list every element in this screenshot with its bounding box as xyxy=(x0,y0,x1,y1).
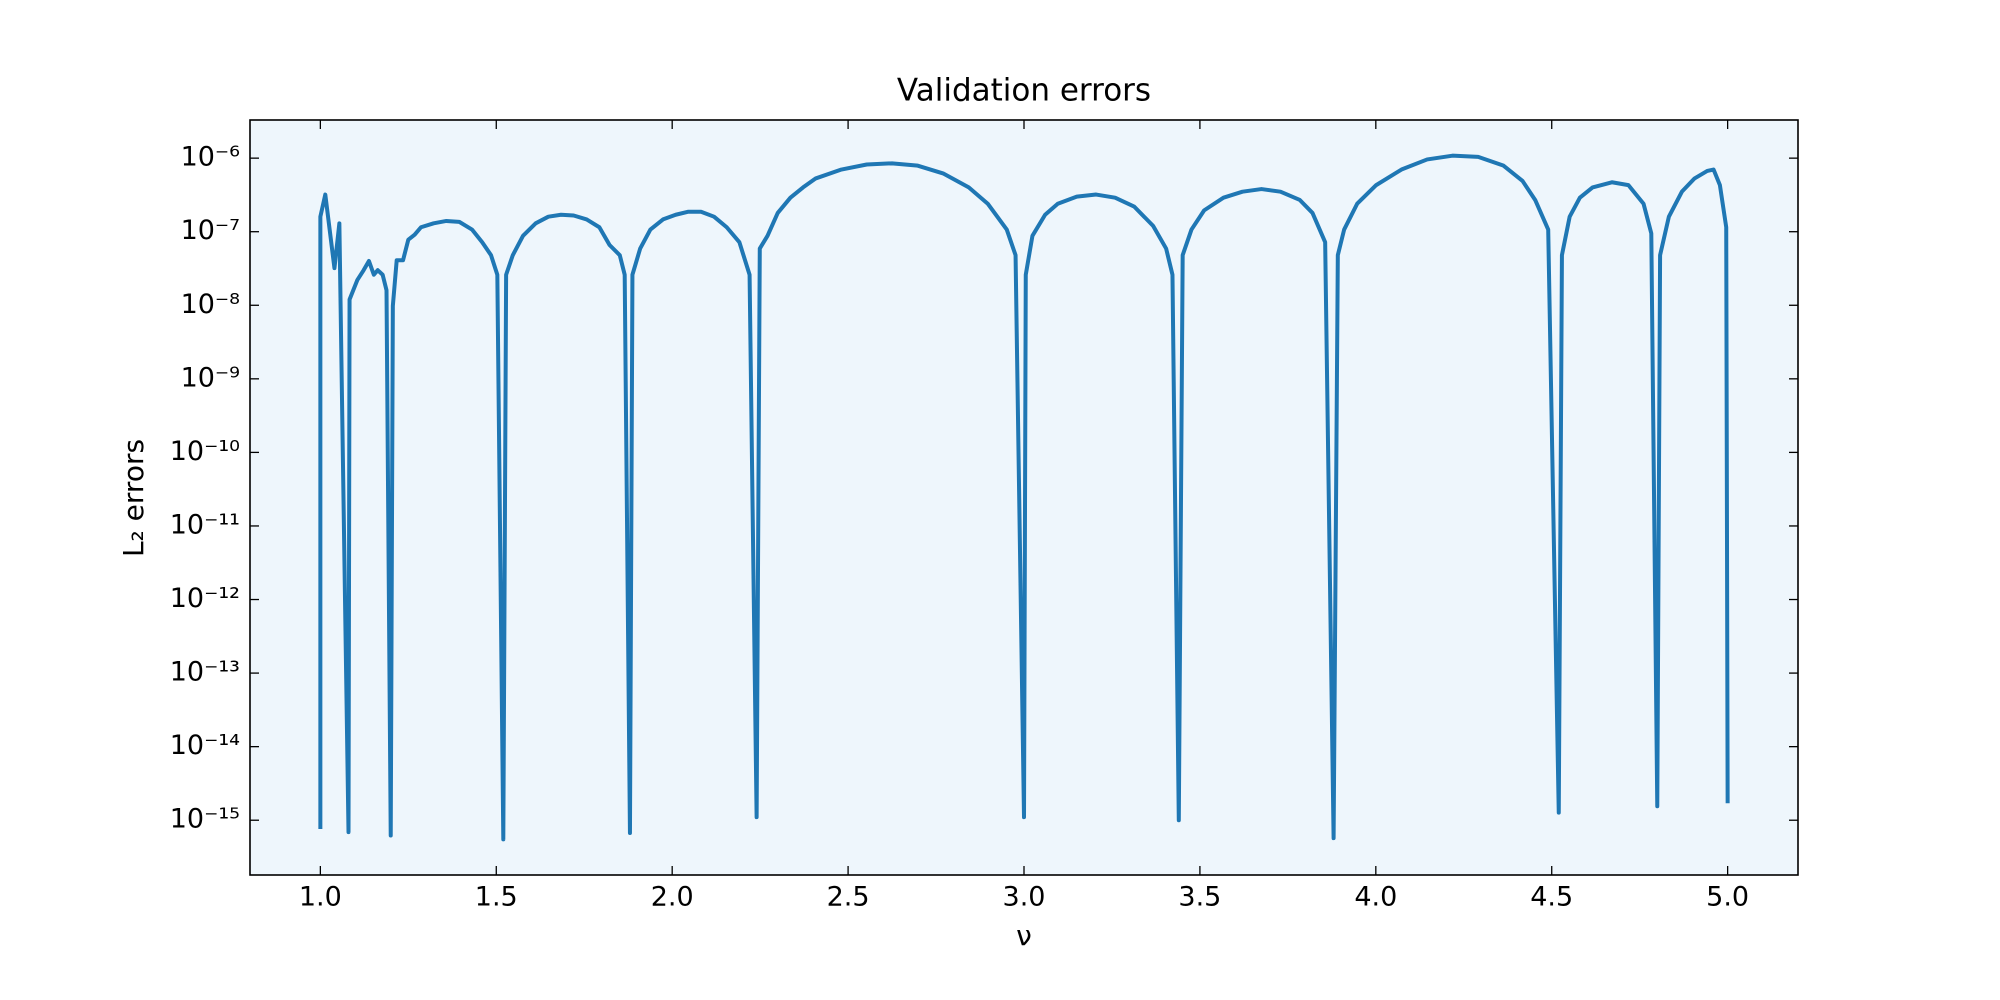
x-tick-label: 2.5 xyxy=(827,882,870,913)
chart-title: Validation errors xyxy=(897,73,1151,109)
x-tick-label: 4.5 xyxy=(1530,882,1573,913)
x-tick-label: 5.0 xyxy=(1706,882,1749,913)
y-tick-label: 10⁻⁶ xyxy=(181,142,240,173)
y-tick-label: 10⁻¹² xyxy=(170,583,240,614)
x-axis-label: ν xyxy=(1016,919,1032,952)
y-tick-label: 10⁻¹⁵ xyxy=(170,804,240,835)
x-tick-label: 4.0 xyxy=(1354,882,1397,913)
y-tick-label: 10⁻⁷ xyxy=(181,215,240,246)
data-line xyxy=(318,153,1730,842)
y-tick-label: 10⁻⁹ xyxy=(181,362,240,393)
y-axis-label: L₂ errors xyxy=(117,439,150,557)
y-tick-label: 10⁻⁸ xyxy=(181,289,240,320)
y-tick-label: 10⁻¹¹ xyxy=(170,509,240,540)
y-tick-label: 10⁻¹⁴ xyxy=(170,730,240,761)
x-tick-label: 1.0 xyxy=(299,882,342,913)
y-tick-label: 10⁻¹³ xyxy=(170,657,240,688)
x-tick-label: 2.0 xyxy=(651,882,694,913)
plot-frame xyxy=(249,119,1799,876)
x-tick-label: 1.5 xyxy=(475,882,518,913)
x-tick-label: 3.0 xyxy=(1003,882,1046,913)
x-tick-label: 3.5 xyxy=(1178,882,1221,913)
y-tick-label: 10⁻¹⁰ xyxy=(170,436,240,467)
